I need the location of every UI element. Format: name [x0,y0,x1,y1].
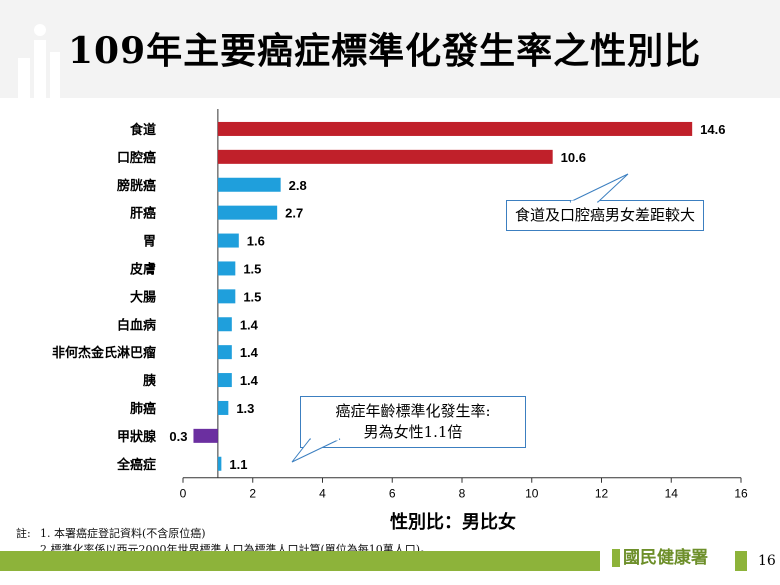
x-tick-label: 8 [459,487,466,500]
category-label: 胃 [143,235,156,250]
bar [217,373,232,388]
header-band [0,0,780,98]
category-label: 膀胱癌 [116,178,156,194]
x-axis-label: 性別比：男比女 [390,512,516,533]
category-label: 胰 [143,373,156,389]
callout-text: 癌症年齡標準化發生率: [335,402,491,420]
x-tick-label: 10 [525,487,539,500]
data-label: 1.4 [240,345,259,360]
data-label: 1.5 [243,289,261,304]
category-label: 肺癌 [130,401,156,417]
bar [217,345,232,360]
category-label: 食道 [130,122,156,138]
x-tick-label: 12 [595,487,609,500]
note-prefix: 註: [16,527,31,540]
x-tick-label: 0 [180,487,187,500]
brand-logo: 國民健康署 [612,543,708,568]
footer-bar [0,551,600,571]
category-label: 皮膚 [129,261,156,277]
category-label: 非何杰金氏淋巴瘤 [52,345,156,361]
bar [217,149,553,164]
bar [217,289,236,304]
note-1: 1. 本署癌症登記資料(不含原位癌) [40,527,206,540]
data-label: 2.8 [289,178,307,193]
x-tick-label: 14 [665,487,679,500]
x-tick-label: 6 [389,487,396,500]
category-label: 白血病 [117,317,156,333]
data-label: 1.1 [229,457,247,472]
page-number: 16 [758,553,776,569]
callout-text: 食道及口腔癌男女差距較大 [515,206,696,224]
bar [217,317,232,332]
bar [217,121,693,136]
bar [217,261,236,276]
category-label: 口腔癌 [117,150,156,166]
callout-pointer [569,173,629,203]
bar [193,428,218,443]
data-label: 1.6 [247,234,265,249]
x-tick-label: 2 [249,487,256,500]
bar-chart: 0 2 4 6 8 10 12 14 16 食道 14.6 口腔癌 10.6 膀胱癌 2.8 肝癌 2.7 胃 1.… [52,109,748,500]
data-label: 1.3 [236,401,254,416]
logo-people-icon [18,24,60,98]
footer-bar-accent [735,551,747,571]
data-label: 2.7 [285,206,303,221]
bar [217,177,281,192]
x-tick-label: 4 [319,487,326,500]
bar [217,400,229,415]
x-tick-label: 16 [734,487,748,500]
category-label: 全癌症 [116,457,156,473]
callout-esophagus-oral: 食道及口腔癌男女差距較大 [506,200,705,231]
category-label: 甲狀腺 [117,429,157,445]
category-label: 大腸 [130,289,156,305]
callout-pointer [291,438,341,463]
bar [217,233,239,248]
data-label: 14.6 [700,122,725,137]
data-label: 1.4 [240,373,259,388]
callout-text: 男為女性1.1倍 [363,423,463,441]
page-title: 109年主要癌症標準化發生率之性別比 [68,30,702,72]
data-label: 1.4 [240,317,259,332]
data-label: 10.6 [561,150,586,165]
bar [217,456,222,471]
bar [217,205,278,220]
data-label: 0.3 [169,429,187,444]
data-label: 1.5 [243,261,261,276]
category-label: 肝癌 [130,206,156,222]
